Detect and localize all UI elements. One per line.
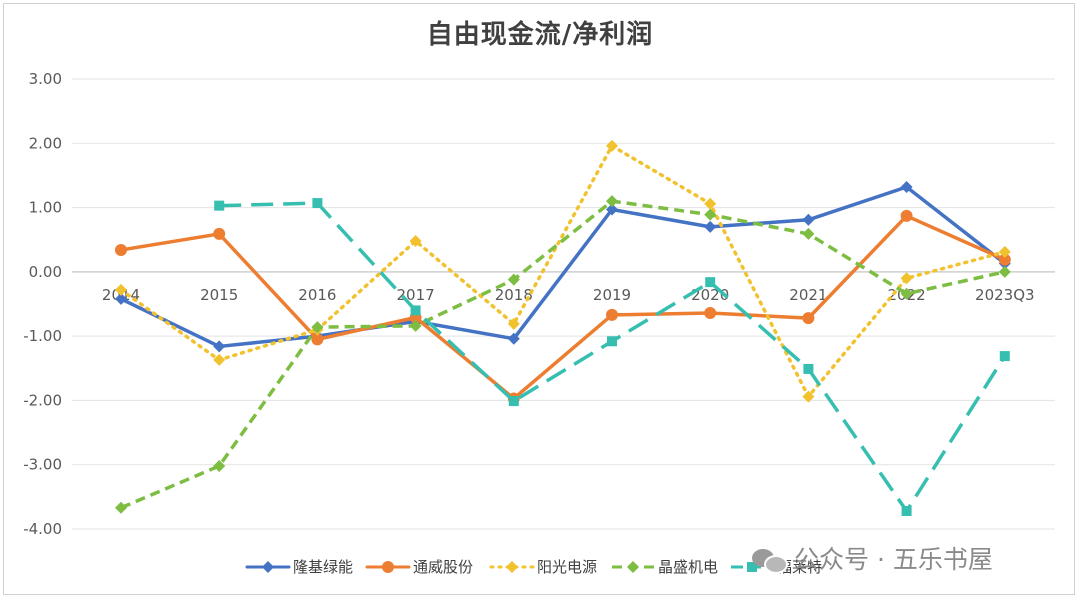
data-point: [213, 227, 226, 240]
y-tick-label: 0.00: [29, 263, 62, 281]
data-point: [802, 227, 815, 240]
data-point: [409, 319, 422, 332]
data-point: [410, 305, 421, 316]
x-tick-label: 2016: [298, 286, 336, 304]
legend-label: 阳光电源: [537, 558, 597, 576]
data-point: [999, 351, 1010, 362]
y-tick-label: -4.00: [23, 520, 62, 538]
series-line: [120, 199, 1006, 510]
series-lines: [115, 139, 1011, 516]
series-4: [214, 198, 1010, 516]
data-point: [704, 220, 717, 233]
series-2: [115, 139, 1011, 403]
legend-marker: [262, 561, 274, 573]
y-tick-label: -2.00: [23, 391, 62, 409]
series-line: [119, 214, 1007, 401]
data-point: [507, 317, 520, 330]
series-line: [119, 144, 1007, 399]
legend-label: 福莱特: [777, 558, 822, 576]
data-point: [803, 363, 814, 374]
data-point: [507, 273, 520, 286]
grid-lines: [72, 78, 1055, 530]
legend-entry: 阳光电源: [489, 558, 597, 576]
x-tick-label: 2019: [593, 286, 631, 304]
data-point: [704, 208, 717, 221]
y-tick-label: -1.00: [23, 327, 62, 345]
data-point: [606, 203, 618, 216]
chart-title: 自由现金流/净利润: [426, 20, 654, 50]
x-tick-label: 2021: [789, 286, 827, 304]
data-point: [704, 197, 717, 210]
data-point: [998, 253, 1011, 266]
data-point: [900, 287, 913, 300]
data-point: [312, 198, 323, 209]
data-point: [115, 501, 127, 514]
y-axis-ticks: 3.00 2.00 1.00 0.00 -1.00 -2.00 -3.00 -4.00: [23, 70, 62, 538]
legend-entry: 隆基绿能: [245, 558, 353, 576]
data-point: [311, 321, 324, 334]
legend: 隆基绿能 通威股份 阳光电源 晶盛机电 福莱特: [245, 558, 822, 576]
data-point: [214, 200, 225, 211]
x-tick-label: 2018: [495, 286, 533, 304]
legend-marker: [747, 562, 757, 572]
legend-label: 通威股份: [413, 558, 473, 576]
x-tick-label: 2015: [200, 286, 238, 304]
data-point: [606, 139, 618, 152]
legend-marker: [506, 561, 518, 573]
data-point: [213, 353, 226, 366]
y-tick-label: 2.00: [29, 134, 62, 152]
data-point: [213, 340, 226, 353]
data-point: [115, 283, 127, 296]
y-tick-label: 3.00: [29, 70, 62, 88]
data-point: [705, 277, 716, 288]
data-point: [115, 244, 127, 256]
data-point: [508, 396, 519, 407]
series-line: [119, 185, 1007, 349]
legend-entry: 晶盛机电: [612, 558, 718, 576]
data-point: [802, 390, 815, 403]
legend-marker: [382, 561, 394, 573]
wechat-icon: [752, 545, 788, 574]
data-point: [900, 272, 913, 285]
legend-marker: [627, 561, 639, 573]
data-point: [998, 245, 1011, 258]
watermark: 公众号 · 五乐书屋: [752, 540, 993, 576]
legend-entry: 通威股份: [365, 558, 473, 576]
data-point: [900, 181, 913, 193]
data-point: [311, 333, 324, 346]
y-tick-label: 1.00: [29, 199, 62, 217]
legend-label: 晶盛机电: [658, 558, 718, 576]
x-tick-label: 2023Q3: [975, 286, 1035, 304]
series-3: [115, 195, 1011, 514]
data-point: [900, 209, 913, 222]
data-point: [409, 235, 422, 247]
data-point: [802, 213, 815, 226]
data-point: [802, 312, 815, 325]
data-point: [901, 506, 912, 516]
data-point: [607, 336, 617, 347]
data-point: [704, 307, 717, 319]
data-point: [998, 265, 1011, 278]
data-point: [606, 308, 618, 321]
legend-entry: 福莱特: [731, 558, 822, 576]
x-tick-label: 2017: [397, 286, 435, 304]
data-point: [606, 195, 618, 208]
y-tick-label: -3.00: [23, 456, 62, 474]
data-point: [115, 292, 127, 305]
data-point: [213, 460, 226, 472]
watermark-text: 公众号 · 五乐书屋: [794, 545, 993, 574]
chart-frame: [3, 3, 1075, 595]
data-point: [507, 332, 520, 345]
legend-label: 隆基绿能: [293, 558, 353, 576]
